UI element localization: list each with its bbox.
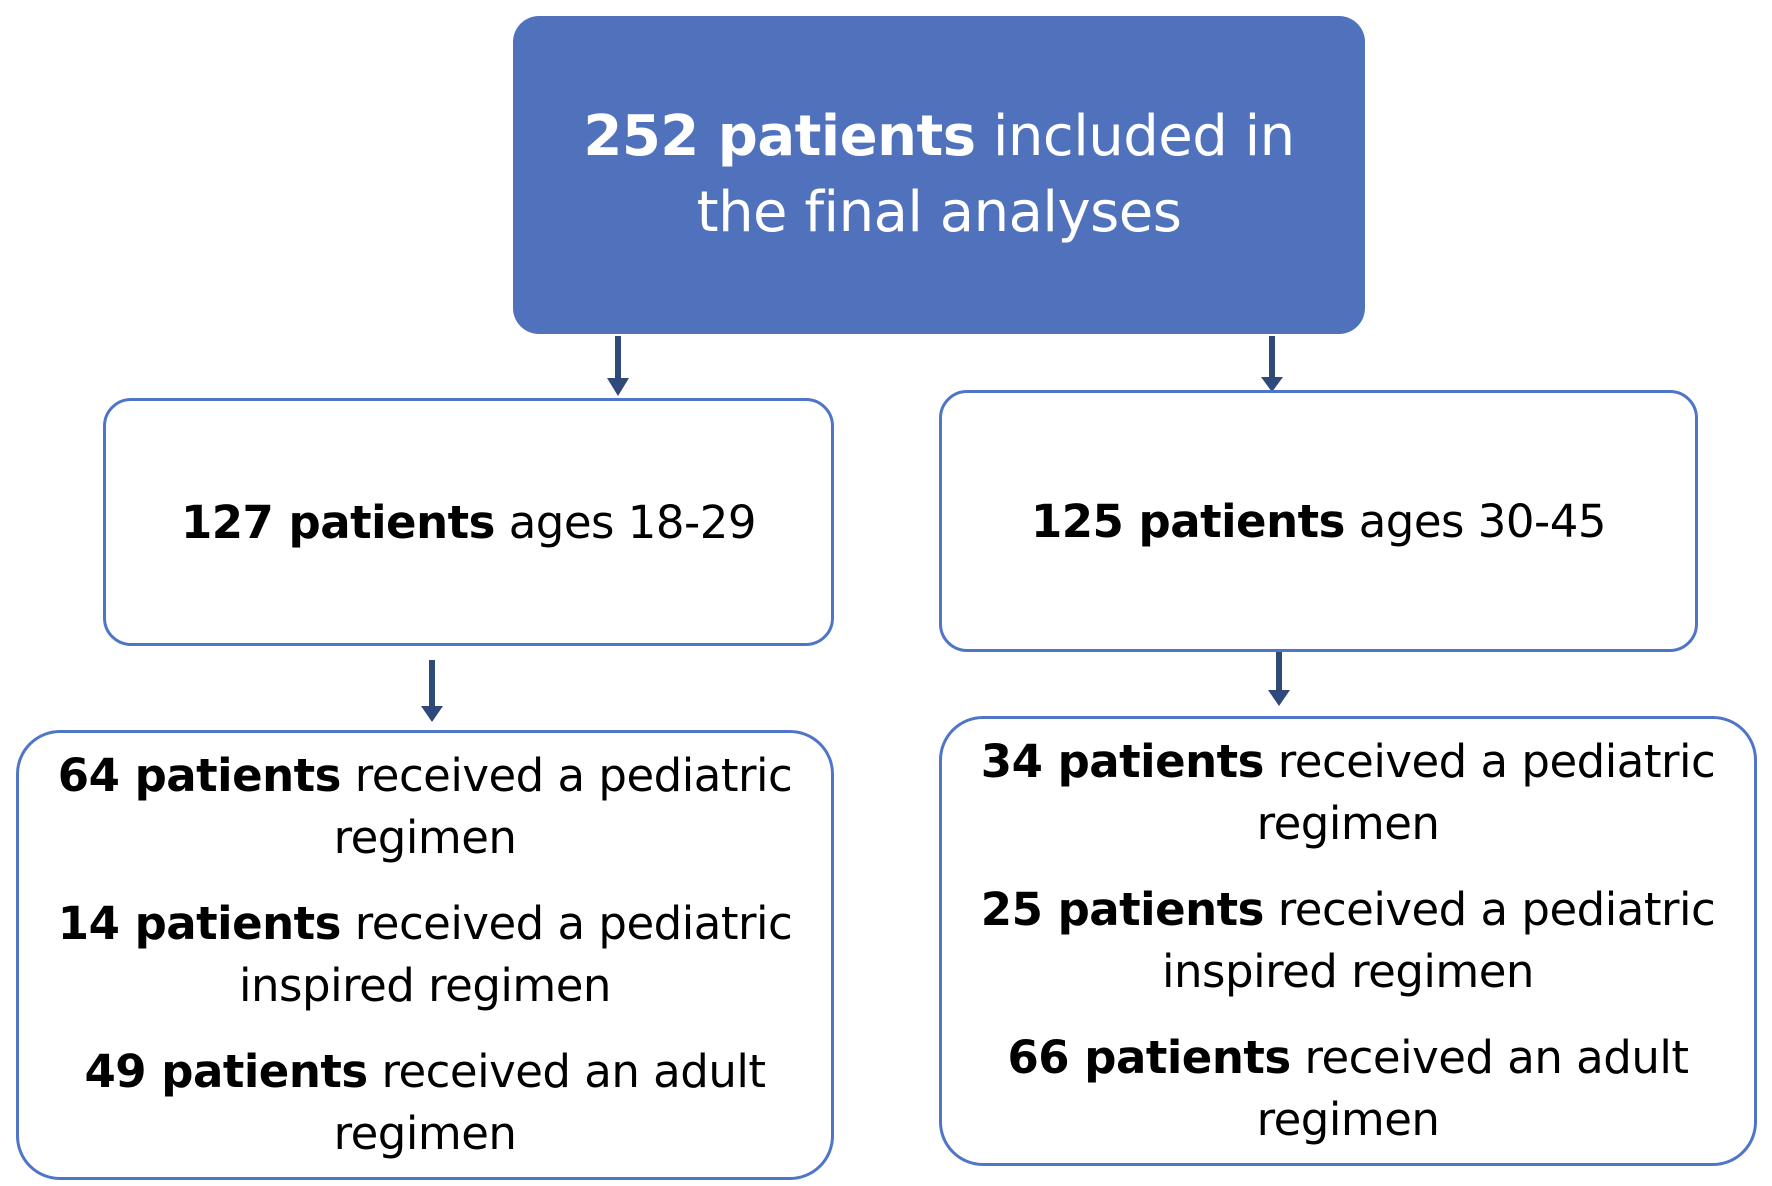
total-patients-count: 252 patients (583, 104, 976, 169)
regimens-30-45-box: 34 patients received a pediatric regimen… (939, 716, 1757, 1166)
regimen-entry: 14 patients received a pediatric inspire… (49, 893, 801, 1017)
regimen-count: 25 patients (980, 883, 1265, 936)
arrow-left-mid-to-bottom (421, 660, 443, 722)
total-patients-text: 252 patients included in the final analy… (533, 99, 1345, 251)
regimen-count: 49 patients (84, 1045, 369, 1098)
age-group-30-45-text: 125 patients ages 30-45 (1030, 494, 1607, 548)
age-group-18-29-label: ages 18-29 (494, 495, 757, 549)
regimen-count: 66 patients (1007, 1031, 1292, 1084)
age-group-18-29-count: 127 patients (180, 495, 495, 549)
regimen-count: 34 patients (980, 735, 1265, 788)
regimen-label: received a pediatric inspired regimen (1162, 883, 1716, 998)
regimen-label: received a pediatric inspired regimen (239, 897, 793, 1012)
regimen-label: received an adult regimen (333, 1045, 766, 1160)
regimen-label: received an adult regimen (1256, 1031, 1689, 1146)
age-group-18-29-box: 127 patients ages 18-29 (103, 398, 834, 646)
age-group-18-29-text: 127 patients ages 18-29 (180, 495, 757, 549)
regimens-18-29-box: 64 patients received a pediatric regimen… (16, 730, 834, 1180)
regimen-entry: 49 patients received an adult regimen (49, 1041, 801, 1165)
regimen-label: received a pediatric regimen (1256, 735, 1716, 850)
age-group-30-45-count: 125 patients (1030, 494, 1345, 548)
regimen-entry: 66 patients received an adult regimen (972, 1027, 1724, 1151)
regimen-count: 64 patients (57, 749, 342, 802)
arrow-right-mid-to-bottom (1268, 648, 1290, 706)
regimen-label: received a pediatric regimen (333, 749, 793, 864)
regimen-entry: 34 patients received a pediatric regimen (972, 731, 1724, 855)
age-group-30-45-box: 125 patients ages 30-45 (939, 390, 1698, 652)
total-patients-label: included in the final analyses (696, 104, 1296, 245)
regimen-count: 14 patients (57, 897, 342, 950)
regimen-entry: 64 patients received a pediatric regimen (49, 745, 801, 869)
age-group-30-45-label: ages 30-45 (1344, 494, 1607, 548)
arrow-top-to-left (607, 336, 629, 396)
arrow-top-to-right (1261, 336, 1283, 392)
regimen-entry: 25 patients received a pediatric inspire… (972, 879, 1724, 1003)
total-patients-box: 252 patients included in the final analy… (513, 16, 1365, 334)
